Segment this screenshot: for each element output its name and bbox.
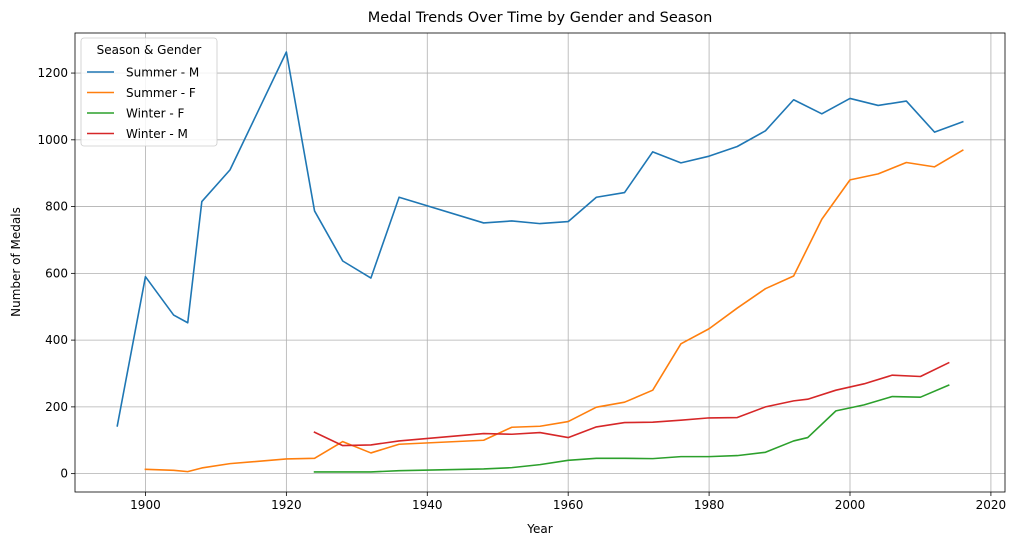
series-lines (116, 51, 964, 473)
series-line-summer-m (116, 51, 964, 427)
x-tick-label: 1980 (694, 498, 725, 512)
y-tick-label: 800 (45, 200, 68, 214)
legend: Season & Gender Summer - M Summer - F Wint… (80, 37, 218, 147)
y-tick-label: 600 (45, 266, 68, 280)
legend-title: Season & Gender (97, 43, 202, 57)
x-axis-ticks: 1900 1920 1940 1960 1980 2000 2020 (130, 492, 1006, 512)
y-axis-ticks: 0 200 400 600 800 1000 1200 (37, 66, 75, 481)
chart-title: Medal Trends Over Time by Gender and Sea… (368, 10, 713, 26)
legend-entry-label: Summer - M (126, 66, 199, 80)
x-tick-label: 1960 (553, 498, 584, 512)
plot-frame (74, 32, 1006, 493)
x-axis-label: Year (526, 522, 552, 536)
y-tick-label: 1000 (37, 133, 68, 147)
legend-box (80, 37, 218, 147)
x-tick-label: 2000 (835, 498, 866, 512)
legend-entry-label: Summer - F (126, 86, 196, 100)
x-tick-label: 1920 (271, 498, 302, 512)
y-tick-label: 400 (45, 333, 68, 347)
legend-entry-label: Winter - M (126, 127, 188, 141)
y-tick-label: 200 (45, 400, 68, 414)
y-axis-label: Number of Medals (9, 207, 23, 317)
x-tick-label: 1940 (412, 498, 443, 512)
x-tick-label: 2020 (976, 498, 1007, 512)
series-line-winter-f (313, 384, 950, 473)
series-line-winter-m (313, 361, 950, 447)
y-tick-label: 1200 (37, 66, 68, 80)
legend-items: Summer - M Summer - F Winter - F Winter - M (87, 66, 199, 141)
y-tick-label: 0 (60, 467, 68, 481)
series-line-summer-f (144, 149, 964, 473)
grid (75, 33, 1005, 492)
x-tick-label: 1900 (130, 498, 161, 512)
legend-entry-label: Winter - F (126, 107, 185, 121)
